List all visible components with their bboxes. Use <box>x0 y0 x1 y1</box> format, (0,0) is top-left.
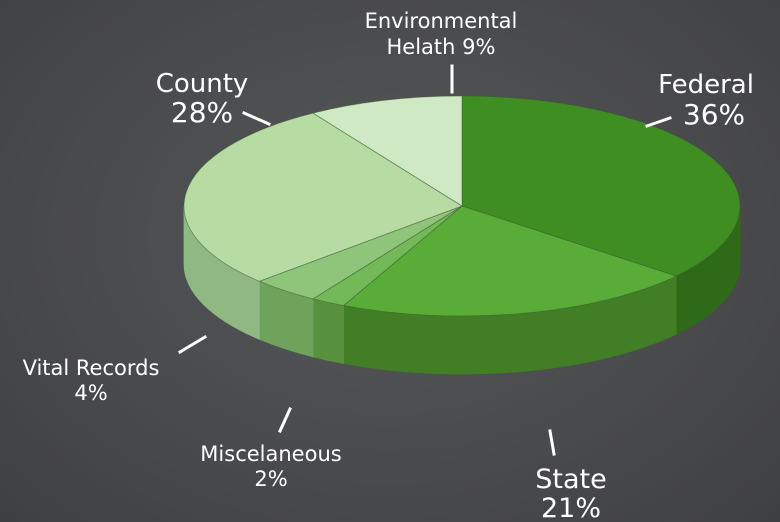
label-federal: Federal 36% <box>645 70 754 131</box>
label-environmental-name-line2: Helath 9% <box>387 35 496 59</box>
label-vital-records-pct: 4% <box>74 381 107 405</box>
label-environmental-health: Environmental Helath 9% <box>365 9 518 94</box>
pie-top-slices <box>183 95 741 317</box>
label-vital-records-name: Vital Records <box>23 356 160 380</box>
label-county: County 28% <box>156 69 271 129</box>
pie-side-miscelaneous <box>312 298 345 365</box>
pie-slice-state <box>342 205 678 317</box>
label-miscelaneous-name: Miscelaneous <box>200 442 341 466</box>
pie-slice-county <box>183 112 463 282</box>
leader-county <box>242 111 271 126</box>
label-miscelaneous: Miscelaneous 2% <box>200 407 342 491</box>
label-federal-name: Federal <box>658 70 754 100</box>
pie-slice-federal <box>461 95 741 277</box>
label-state-pct: 21% <box>541 493 601 522</box>
label-federal-pct: 36% <box>683 98 745 131</box>
leader-federal <box>645 116 672 128</box>
label-vital-records: Vital Records 4% <box>23 334 208 405</box>
label-county-name: County <box>156 69 249 99</box>
label-county-pct: 28% <box>171 96 233 129</box>
pie-slice-environmental-helath <box>312 95 463 207</box>
pie-side-walls <box>183 205 741 375</box>
leader-state <box>548 429 556 456</box>
label-state: State 21% <box>535 429 607 522</box>
label-miscelaneous-pct: 2% <box>254 467 287 491</box>
label-state-name: State <box>535 464 606 495</box>
label-environmental-name-line1: Environmental <box>365 9 518 33</box>
leader-miscelaneous <box>278 407 292 433</box>
leader-vital-records <box>177 334 208 355</box>
